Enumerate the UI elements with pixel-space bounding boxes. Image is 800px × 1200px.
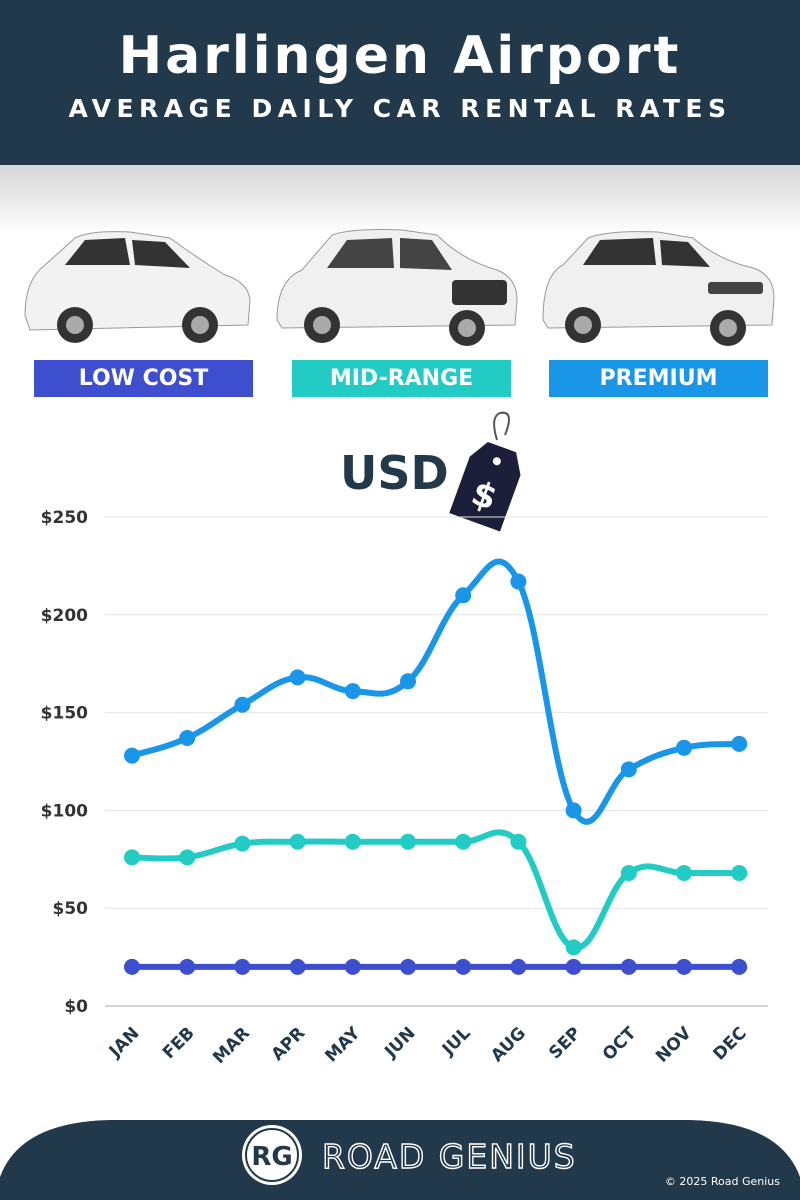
copyright: © 2025 Road Genius bbox=[664, 1175, 780, 1188]
data-point bbox=[179, 958, 196, 975]
data-point bbox=[731, 735, 748, 752]
data-point bbox=[344, 683, 361, 700]
data-point bbox=[344, 833, 361, 850]
y-tick-label: $150 bbox=[41, 704, 88, 724]
x-tick-label: MAY bbox=[321, 1023, 364, 1066]
data-point bbox=[344, 958, 361, 975]
x-tick-label: FEB bbox=[159, 1023, 199, 1063]
header-shadow bbox=[0, 165, 800, 235]
legend-premium: PREMIUM bbox=[549, 360, 768, 397]
data-point bbox=[620, 958, 637, 975]
data-point bbox=[179, 849, 196, 866]
data-point bbox=[124, 849, 140, 866]
data-point bbox=[510, 573, 527, 590]
y-tick-label: $50 bbox=[53, 899, 89, 919]
price-tag-dollar-icon: $ bbox=[449, 411, 521, 532]
line-chart: $0 $50 $100 $150 $200 $250 JAN FEB MAR APR MAY JUN J… bbox=[41, 508, 768, 1068]
x-tick-label: APR bbox=[268, 1023, 310, 1065]
x-tick-label: MAR bbox=[209, 1023, 254, 1068]
data-point bbox=[676, 739, 692, 756]
legend-low-cost: LOW COST bbox=[34, 360, 253, 397]
data-point bbox=[400, 833, 416, 850]
data-point bbox=[455, 833, 472, 850]
x-tick-label: OCT bbox=[599, 1023, 641, 1065]
y-tick-label: $200 bbox=[41, 606, 88, 626]
page-title: Harlingen Airport bbox=[118, 26, 682, 86]
data-point bbox=[565, 958, 582, 975]
data-point bbox=[731, 958, 748, 975]
data-point bbox=[124, 747, 140, 764]
data-point bbox=[455, 958, 472, 975]
data-point bbox=[676, 958, 692, 975]
data-point bbox=[510, 958, 527, 975]
series-line-mid-range bbox=[131, 829, 740, 951]
y-tick-label: $0 bbox=[64, 997, 88, 1017]
y-tick-label: $100 bbox=[41, 801, 88, 821]
data-point bbox=[565, 939, 582, 956]
y-tick-label: $250 bbox=[41, 508, 88, 528]
page-subtitle: AVERAGE DAILY CAR RENTAL RATES bbox=[68, 94, 732, 123]
footer-brand: ROAD GENIUS bbox=[322, 1137, 577, 1176]
series-line-premium bbox=[131, 558, 740, 825]
data-point bbox=[289, 669, 306, 686]
low-cost-car-image bbox=[24, 231, 251, 343]
x-tick-label: SEP bbox=[545, 1023, 585, 1063]
x-tick-label: NOV bbox=[652, 1023, 696, 1067]
x-tick-label: JAN bbox=[105, 1023, 144, 1062]
data-point bbox=[400, 673, 416, 690]
footer: RG ROAD GENIUS bbox=[0, 1120, 800, 1200]
x-tick-label: AUG bbox=[487, 1023, 530, 1066]
data-point bbox=[455, 587, 472, 604]
premium-car-image bbox=[542, 231, 775, 346]
mid-range-car-image bbox=[276, 229, 518, 346]
header: Harlingen Airport AVERAGE DAILY CAR RENT… bbox=[0, 0, 800, 165]
data-point bbox=[179, 730, 196, 747]
x-tick-label: JUL bbox=[438, 1023, 475, 1060]
x-tick-label: DEC bbox=[710, 1023, 751, 1064]
footer-logo: RG bbox=[251, 1142, 292, 1172]
data-point bbox=[676, 864, 692, 881]
x-tick-label: JUN bbox=[380, 1023, 419, 1062]
data-point bbox=[234, 835, 251, 852]
data-point bbox=[124, 958, 140, 975]
data-point bbox=[400, 958, 416, 975]
data-point bbox=[731, 864, 748, 881]
currency-label: USD bbox=[340, 446, 449, 500]
data-point bbox=[289, 958, 306, 975]
data-point bbox=[620, 864, 637, 881]
data-point bbox=[234, 958, 251, 975]
data-point bbox=[289, 833, 306, 850]
data-point bbox=[565, 802, 582, 819]
data-point bbox=[234, 696, 251, 713]
data-point bbox=[620, 761, 637, 778]
legend-mid-range: MID-RANGE bbox=[292, 360, 511, 397]
data-point bbox=[510, 833, 527, 850]
